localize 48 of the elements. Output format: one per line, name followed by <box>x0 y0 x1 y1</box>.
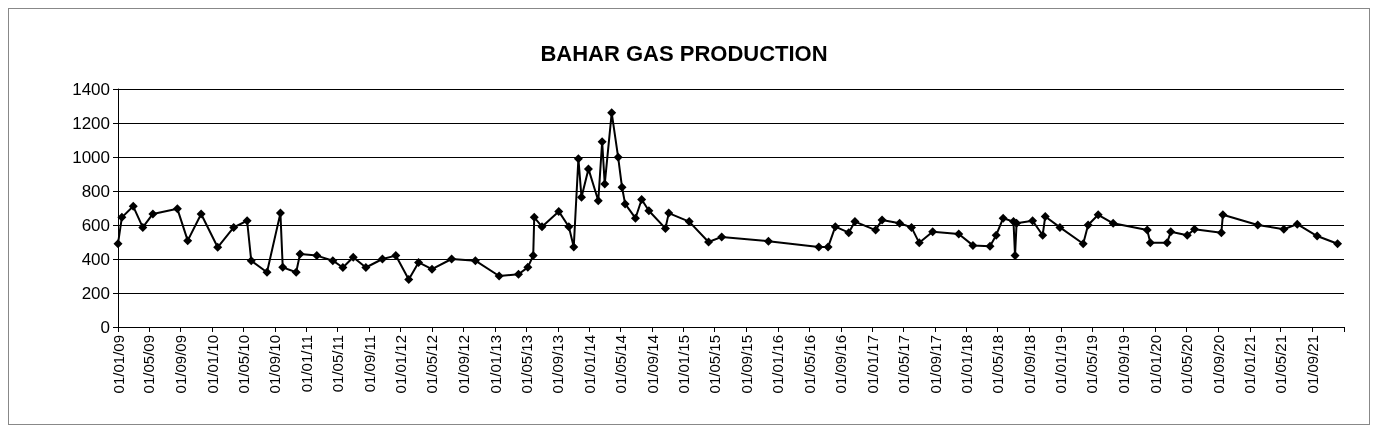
x-tick-label: 01/09/10 <box>266 335 284 394</box>
x-tick-label: 01/09/11 <box>360 335 378 393</box>
x-tick-label: 01/05/12 <box>423 335 441 394</box>
x-tick-label: 01/01/11 <box>298 335 315 393</box>
x-tick-label: 01/01/09 <box>109 335 127 394</box>
x-tick-label: 01/09/17 <box>926 335 944 394</box>
x-tick-label: 01/05/10 <box>234 335 252 394</box>
y-tick-label: 0 <box>100 317 110 337</box>
x-tick-label: 01/01/18 <box>958 335 976 394</box>
x-tick-label: 01/01/15 <box>675 335 693 394</box>
x-tick-label: 01/05/11 <box>328 335 346 393</box>
y-tick-label: 600 <box>81 215 110 235</box>
x-tick-label: 01/09/15 <box>737 335 755 394</box>
x-tick-label: 01/05/20 <box>1177 335 1195 394</box>
x-tick-label: 01/05/14 <box>611 335 629 394</box>
y-tick-label: 1000 <box>72 147 110 167</box>
y-tick-label: 400 <box>81 249 110 269</box>
x-tick-label: 01/05/15 <box>706 335 724 394</box>
x-tick-label: 01/01/10 <box>203 335 221 394</box>
x-tick-label: 01/09/16 <box>832 335 850 394</box>
chart-title: BAHAR GAS PRODUCTION <box>540 40 828 66</box>
x-tick-label: 01/09/21 <box>1304 335 1321 394</box>
x-tick-label: 01/05/19 <box>1083 335 1101 394</box>
x-tick-label: 01/05/13 <box>517 335 535 394</box>
x-tick-label: 01/01/19 <box>1052 335 1070 394</box>
x-tick-label: 01/05/09 <box>140 335 158 394</box>
x-tick-label: 01/09/19 <box>1115 335 1133 394</box>
x-tick-label: 01/01/20 <box>1146 335 1164 394</box>
x-tick-label: 01/09/14 <box>643 335 661 394</box>
y-tick-label: 1200 <box>72 113 110 133</box>
x-tick-label: 01/09/13 <box>549 335 567 394</box>
x-tick-label: 01/09/20 <box>1209 335 1227 394</box>
x-tick-label: 01/05/17 <box>894 335 912 394</box>
x-tick-label: 01/01/21 <box>1241 335 1259 394</box>
x-tick-label: 01/05/21 <box>1272 335 1290 394</box>
x-tick-label: 01/09/18 <box>1021 335 1038 394</box>
y-tick-label: 800 <box>81 181 110 201</box>
x-tick-label: 01/01/16 <box>769 335 787 394</box>
y-tick-label: 1400 <box>72 79 110 99</box>
x-tick-label: 01/09/09 <box>172 335 190 394</box>
x-tick-label: 01/01/17 <box>864 335 881 394</box>
x-tick-label: 01/05/18 <box>989 335 1007 394</box>
x-tick-label: 01/01/13 <box>486 335 504 394</box>
y-tick-label: 200 <box>81 283 110 303</box>
x-tick-label: 01/01/14 <box>581 335 598 394</box>
x-tick-label: 01/01/12 <box>392 335 410 394</box>
x-tick-label: 01/09/12 <box>455 335 473 394</box>
x-tick-label: 01/05/16 <box>800 335 818 394</box>
